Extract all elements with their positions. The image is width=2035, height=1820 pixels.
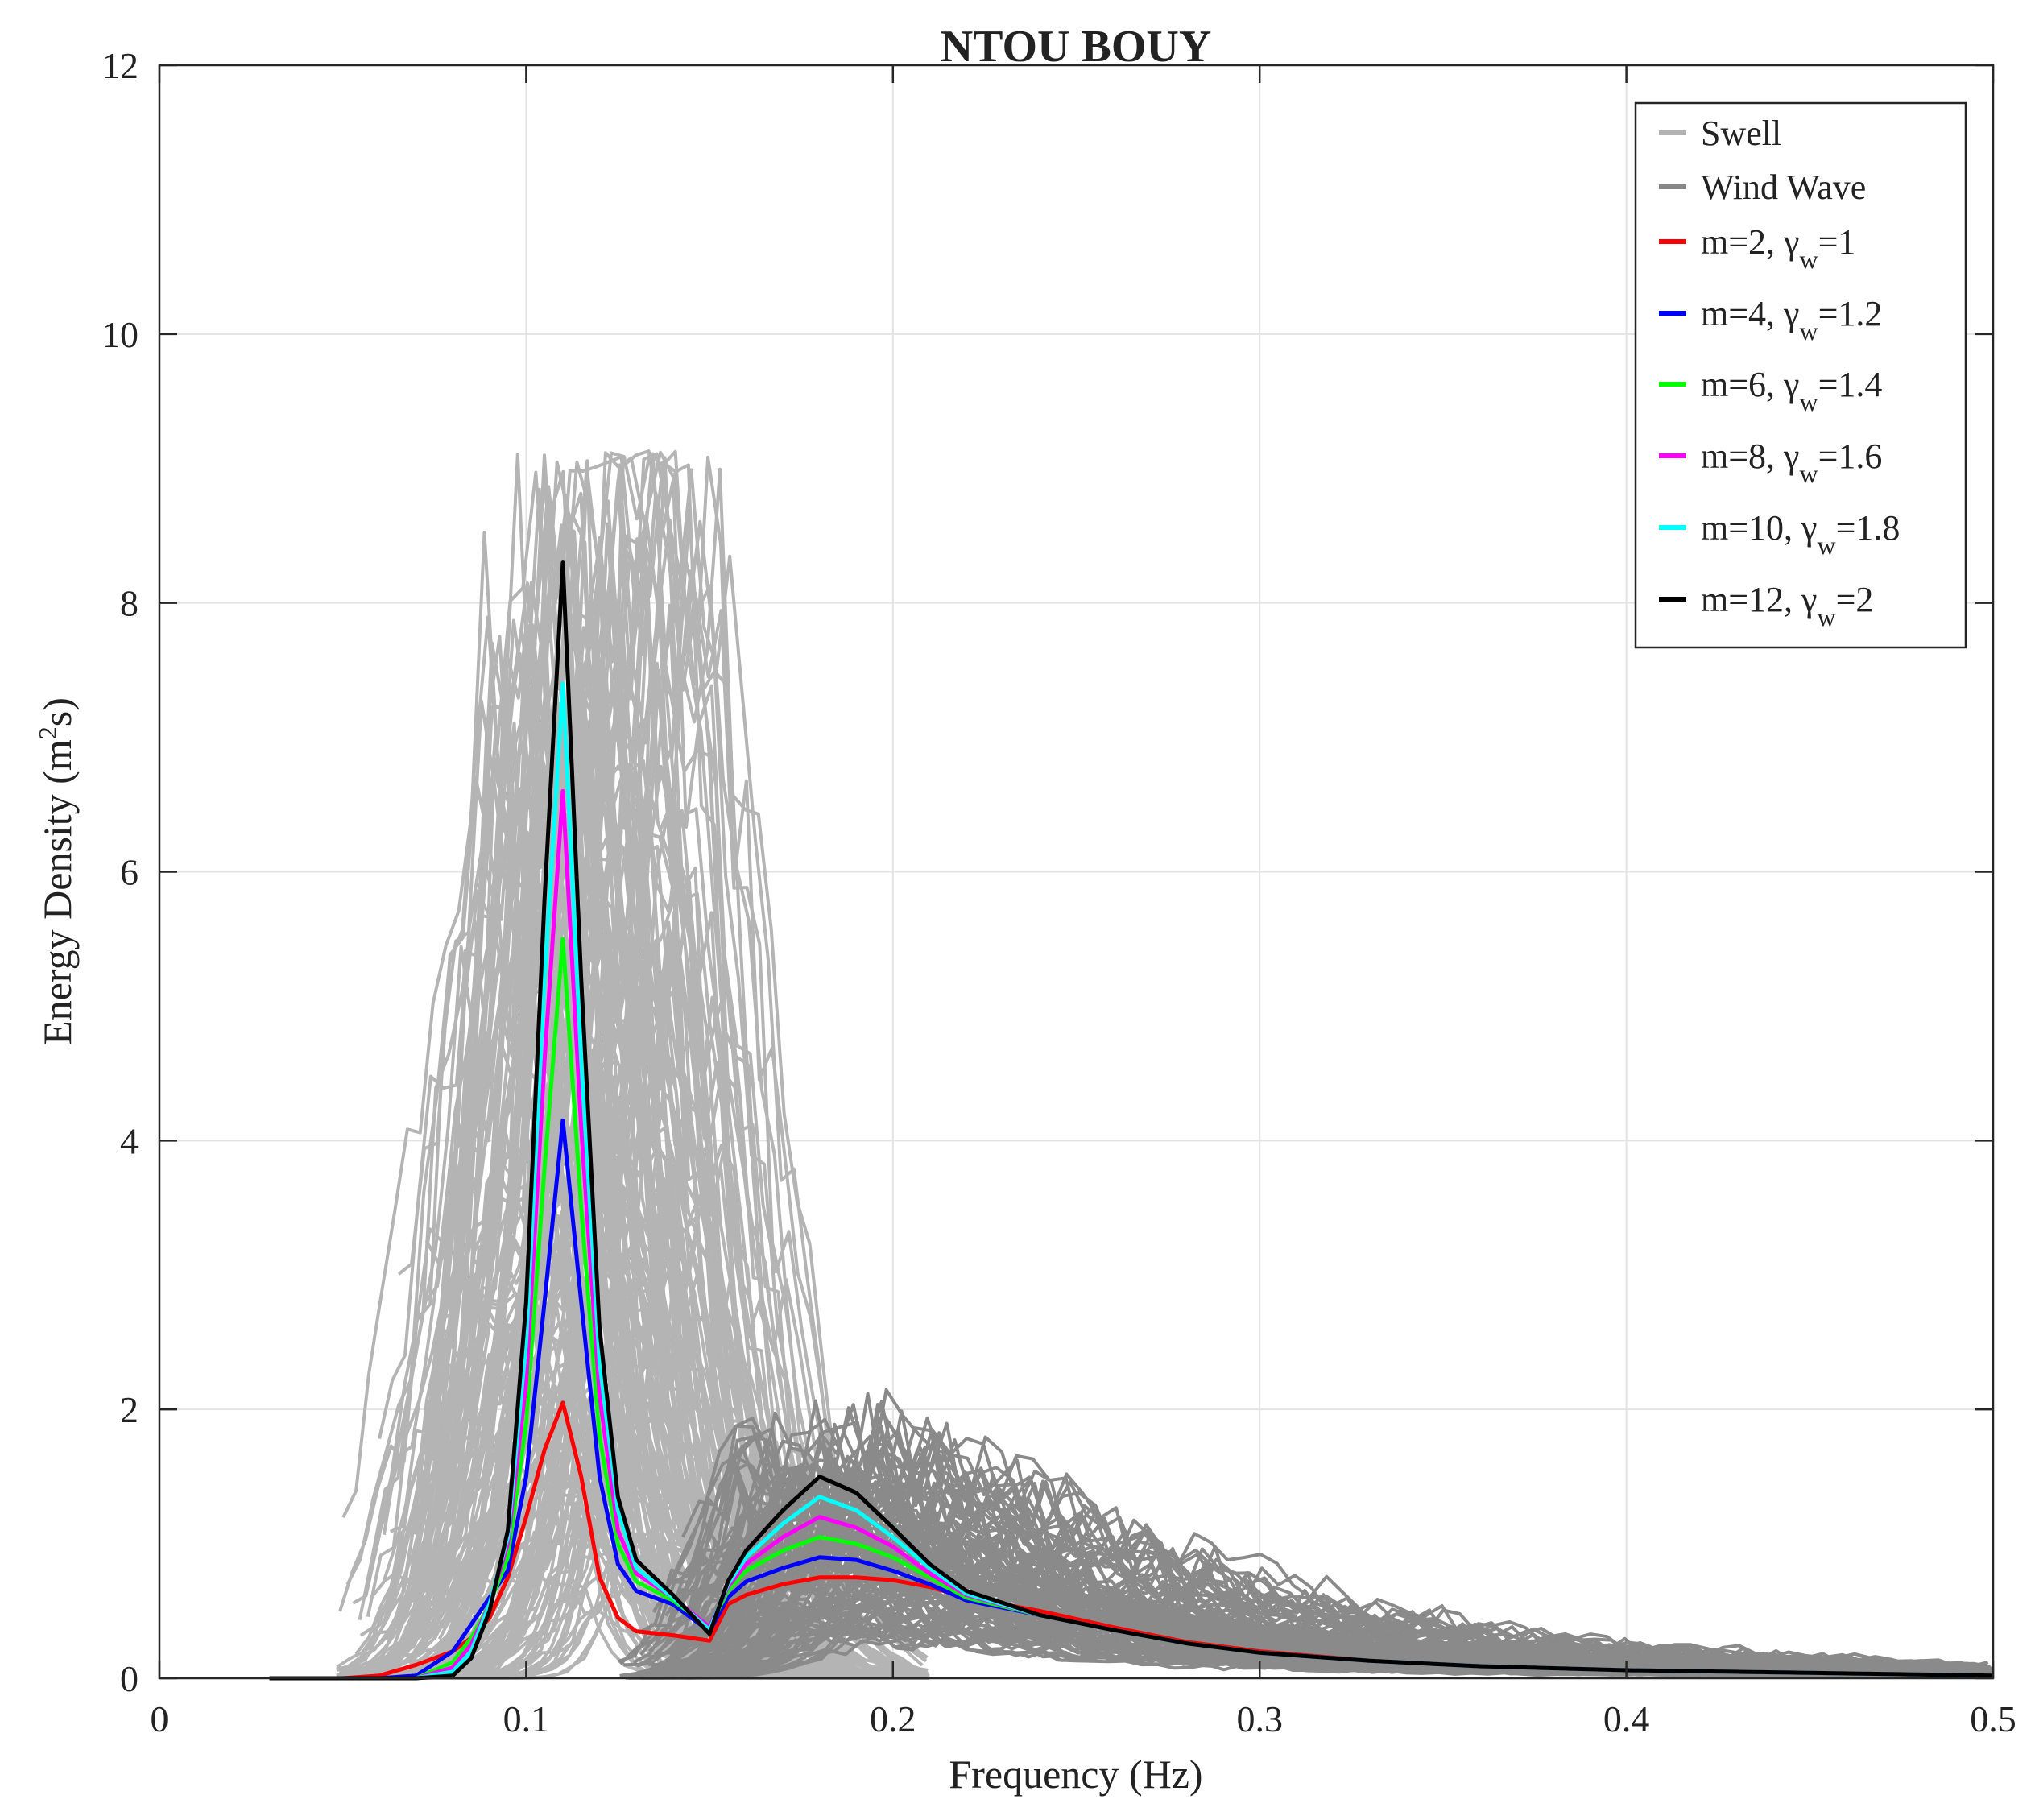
- legend-item-m2: m=2, γw=1: [1659, 222, 1855, 274]
- y-axis-title-tail: s): [35, 697, 80, 726]
- x-tick-label: 0.3: [1236, 1698, 1283, 1739]
- chart-title: NTOU BOUY: [941, 22, 1212, 72]
- x-tick-label: 0.4: [1603, 1698, 1650, 1739]
- swell-spectrum-line: [361, 764, 927, 1680]
- y-tick-label: 6: [120, 852, 139, 893]
- model-series: [269, 560, 1994, 1681]
- legend-item-m10: m=10, γw=1.8: [1659, 508, 1900, 560]
- wind-wave-spectrum-line: [685, 1454, 1990, 1675]
- x-tick-label: 0: [151, 1698, 169, 1739]
- wind-wave-spectrum-line: [639, 1491, 1978, 1677]
- legend-label: m=10, γw=1.8: [1701, 508, 1900, 560]
- series-line-m12: [269, 560, 1994, 1681]
- y-tick-label: 8: [120, 583, 139, 624]
- y-tick-label: 12: [101, 45, 139, 86]
- legend-box: [1634, 101, 1967, 649]
- y-tick-label: 2: [120, 1389, 139, 1430]
- y-tick-label: 4: [120, 1120, 139, 1161]
- legend: Swell Wind Wave m=2, γw=1 m=4, γw=1.2 m=6, γ…: [1634, 101, 1967, 649]
- y-tick-label: 10: [101, 314, 139, 355]
- y-axis-title-main: Energy Density (m: [35, 739, 80, 1045]
- legend-label: m=6, γw=1.4: [1701, 365, 1882, 416]
- legend-item-m12: m=12, γw=2: [1659, 580, 1873, 631]
- wind-wave-spectrum-line: [622, 1434, 1992, 1679]
- wind-wave-spectrum-line: [632, 1611, 1986, 1679]
- legend-item-m8: m=8, γw=1.6: [1659, 436, 1882, 488]
- y-tick-label: 0: [120, 1658, 139, 1699]
- x-tick-label: 0.1: [503, 1698, 550, 1739]
- legend-label: m=2, γw=1: [1701, 222, 1855, 274]
- y-axis-title-superscript: 2: [33, 726, 62, 739]
- y-axis-title: Energy Density (m2s): [33, 697, 80, 1045]
- x-axis-title: Frequency (Hz): [949, 1752, 1202, 1797]
- legend-item-m6: m=6, γw=1.4: [1659, 365, 1882, 416]
- legend-item-swell: Swell: [1659, 114, 1781, 153]
- legend-label: m=8, γw=1.6: [1701, 436, 1882, 488]
- swell-spectrum-line: [443, 911, 918, 1680]
- legend-label: m=4, γw=1.2: [1701, 294, 1882, 345]
- x-tick-label: 0.5: [1970, 1698, 2016, 1739]
- grid-lines: [159, 65, 1993, 1678]
- legend-label: Swell: [1701, 114, 1781, 153]
- x-tick-label: 0.2: [870, 1698, 916, 1739]
- y-axis-tick-labels: 0 2 4 6 8 10 12: [101, 45, 139, 1699]
- legend-label: Wind Wave: [1701, 168, 1866, 207]
- wind-wave-spectrum-line: [716, 1427, 1989, 1673]
- legend-item-windwave: Wind Wave: [1659, 168, 1866, 207]
- axis-ticks: [158, 64, 1995, 1680]
- legend-label: m=12, γw=2: [1701, 580, 1873, 631]
- x-axis-tick-labels: 0 0.1 0.2 0.3 0.4 0.5: [151, 1698, 2016, 1739]
- legend-item-m4: m=4, γw=1.2: [1659, 294, 1882, 345]
